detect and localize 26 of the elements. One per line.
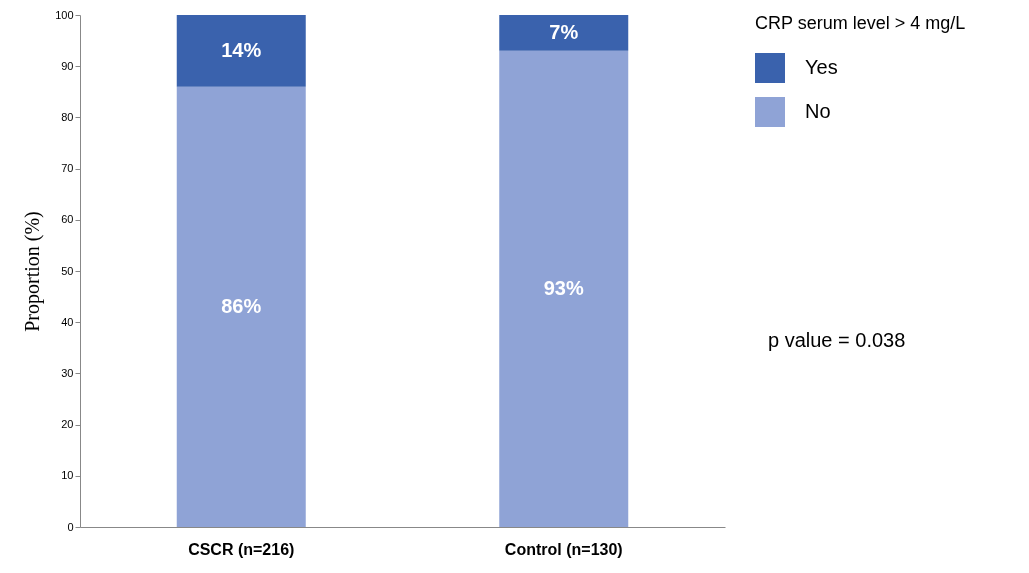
- y-tick-label: 30: [61, 366, 74, 379]
- y-axis-title: Proportion (%): [21, 211, 45, 332]
- y-tick-label: 80: [61, 110, 74, 123]
- bar: [176, 86, 306, 527]
- data-label: 93%: [543, 276, 584, 299]
- y-tick-label: 50: [61, 264, 74, 277]
- legend-label: No: [805, 100, 831, 122]
- data-label: 14%: [221, 38, 262, 61]
- x-tick-label: Control (n=130): [504, 540, 623, 558]
- y-tick-label: 100: [55, 8, 74, 21]
- bar: [176, 15, 306, 87]
- x-tick-label: CSCR (n=216): [188, 540, 295, 558]
- y-tick-label: 10: [61, 469, 74, 482]
- y-tick-label: 40: [61, 315, 74, 328]
- data-label: 86%: [221, 294, 262, 317]
- legend-label: Yes: [805, 56, 838, 78]
- data-label: 7%: [549, 20, 579, 43]
- legend-title: CRP serum level > 4 mg/L: [755, 13, 966, 33]
- y-tick-label: 20: [61, 418, 74, 431]
- y-tick-label: 0: [67, 520, 74, 533]
- y-tick-label: 60: [61, 213, 74, 226]
- bar: [499, 15, 629, 51]
- text: p value = 0.038: [768, 329, 906, 351]
- bar: [499, 50, 629, 527]
- y-tick-label: 70: [61, 162, 74, 175]
- y-tick-label: 90: [61, 59, 74, 72]
